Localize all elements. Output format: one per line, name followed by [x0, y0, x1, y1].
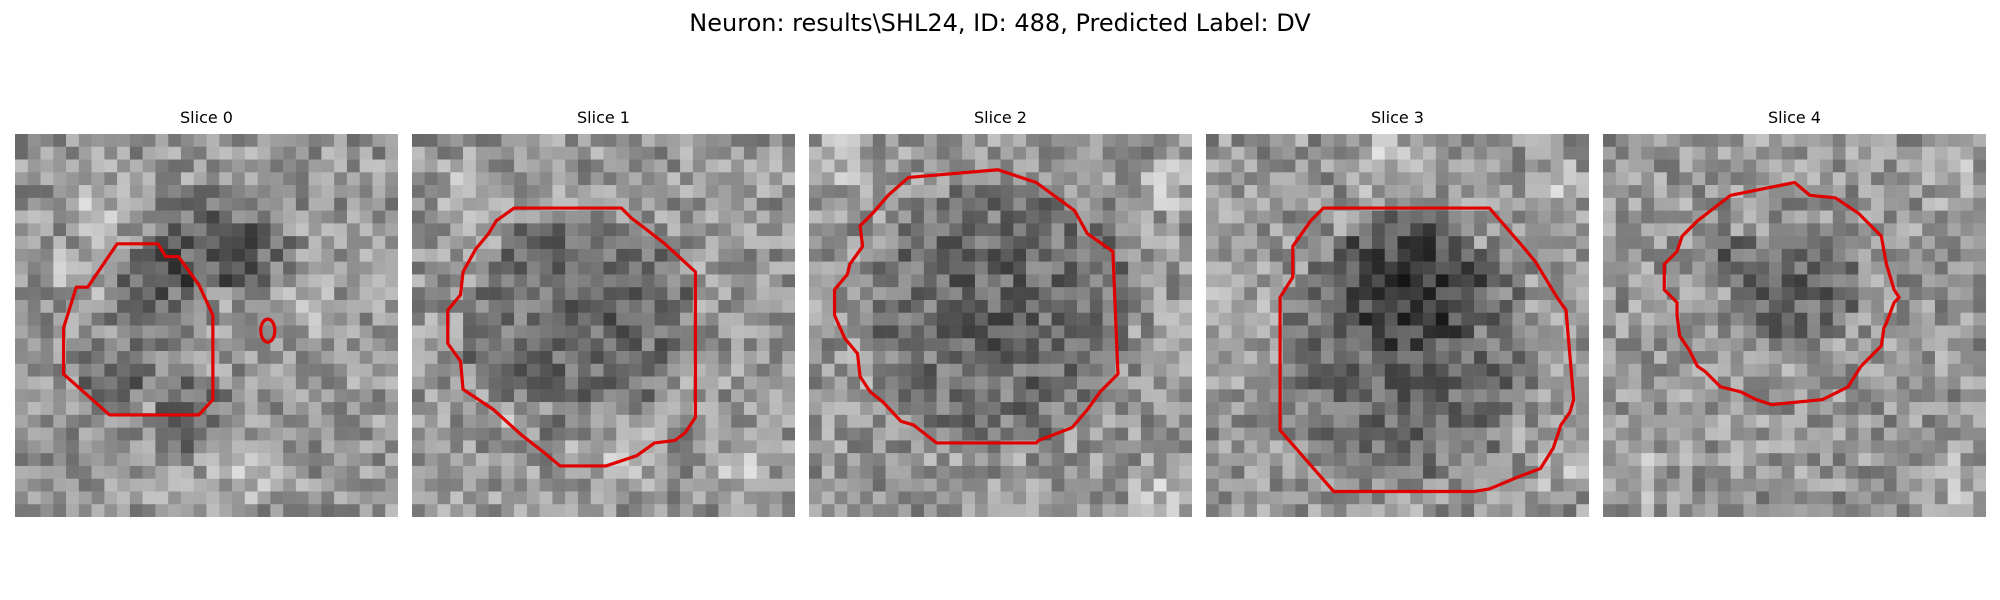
- slice-panel-4: Slice 4: [1603, 108, 1986, 517]
- slice-title: Slice 0: [180, 108, 233, 127]
- grayscale-pixels: [1603, 134, 1986, 517]
- slice-panel-0: Slice 0: [15, 108, 398, 517]
- slice-title: Slice 1: [577, 108, 630, 127]
- grayscale-pixels: [809, 134, 1192, 517]
- cell-contour: [1662, 180, 1901, 407]
- cell-contour: [1278, 206, 1576, 494]
- cell-contour: [446, 206, 698, 468]
- grayscale-pixels: [15, 134, 398, 517]
- slice-title: Slice 3: [1371, 108, 1424, 127]
- slice-title: Slice 4: [1768, 108, 1821, 127]
- cell-contour: [832, 168, 1120, 445]
- slice-image: [1603, 134, 1986, 517]
- small-contour: [259, 317, 277, 344]
- slice-panel-1: Slice 1: [412, 108, 795, 517]
- slice-panel-2: Slice 2: [809, 108, 1192, 517]
- cell-contour: [61, 242, 215, 417]
- slice-image: [412, 134, 795, 517]
- slice-image: [15, 134, 398, 517]
- slice-image: [809, 134, 1192, 517]
- slice-panel-3: Slice 3: [1206, 108, 1589, 517]
- grayscale-pixels: [1206, 134, 1589, 517]
- slice-image: [1206, 134, 1589, 517]
- grayscale-pixels: [412, 134, 795, 517]
- slice-title: Slice 2: [974, 108, 1027, 127]
- figure-title: Neuron: results\SHL24, ID: 488, Predicte…: [689, 9, 1311, 37]
